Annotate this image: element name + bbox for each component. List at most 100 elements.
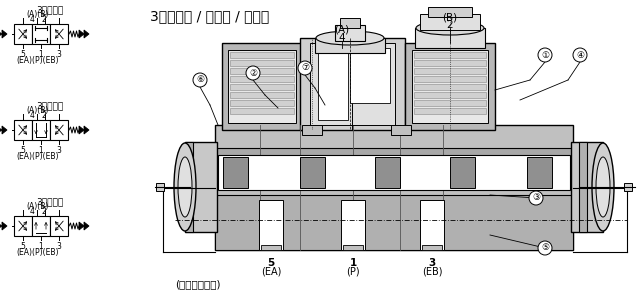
Bar — [300, 38, 405, 130]
Ellipse shape — [596, 157, 610, 217]
Text: 4: 4 — [339, 33, 346, 43]
Text: 5: 5 — [20, 146, 26, 155]
Bar — [32, 216, 50, 236]
Polygon shape — [0, 126, 2, 134]
Bar — [50, 120, 68, 140]
Bar — [341, 200, 365, 250]
Bar — [527, 157, 552, 188]
Text: 2: 2 — [42, 16, 46, 25]
Text: 3位中压式: 3位中压式 — [36, 197, 63, 206]
Bar — [228, 50, 296, 123]
Bar — [50, 24, 68, 44]
Text: 3: 3 — [56, 50, 61, 59]
Ellipse shape — [174, 143, 196, 231]
Bar — [215, 195, 573, 250]
Polygon shape — [79, 126, 84, 134]
Bar — [230, 84, 294, 90]
Polygon shape — [0, 222, 2, 230]
Bar — [14, 216, 32, 236]
Circle shape — [573, 48, 587, 62]
Bar — [156, 183, 164, 191]
Ellipse shape — [178, 157, 192, 217]
Bar — [315, 38, 385, 53]
Text: 3: 3 — [428, 258, 436, 268]
Bar — [415, 28, 485, 48]
Bar — [414, 100, 486, 106]
Ellipse shape — [416, 21, 484, 35]
Text: 2: 2 — [447, 20, 453, 30]
Bar — [343, 245, 363, 250]
Bar — [391, 125, 411, 135]
Bar — [32, 24, 50, 44]
Polygon shape — [84, 222, 89, 230]
Text: 3位中封式 / 中泄式 / 中压式: 3位中封式 / 中泄式 / 中压式 — [150, 9, 269, 23]
Bar — [230, 52, 294, 58]
Bar — [14, 24, 32, 44]
Text: ①: ① — [541, 51, 549, 60]
Polygon shape — [84, 126, 89, 134]
Bar — [50, 216, 68, 236]
Text: 4: 4 — [29, 208, 35, 216]
Bar — [414, 68, 486, 74]
Text: (A)(B): (A)(B) — [27, 106, 49, 115]
Bar — [414, 76, 486, 82]
Bar — [624, 183, 632, 191]
Circle shape — [538, 48, 552, 62]
Bar — [579, 142, 587, 232]
Bar — [414, 52, 486, 58]
Bar — [420, 200, 444, 250]
Polygon shape — [84, 30, 89, 38]
Ellipse shape — [316, 31, 384, 45]
Bar — [223, 157, 248, 188]
Polygon shape — [2, 30, 7, 38]
Bar — [230, 92, 294, 98]
Bar — [302, 125, 322, 135]
Bar — [259, 200, 283, 250]
Bar — [340, 18, 360, 28]
Bar — [230, 100, 294, 106]
Text: (A)(B): (A)(B) — [27, 10, 49, 19]
Circle shape — [246, 66, 260, 80]
Text: (A): (A) — [335, 25, 349, 35]
Bar — [420, 14, 480, 30]
Polygon shape — [0, 30, 2, 38]
Polygon shape — [79, 30, 84, 38]
Text: 1: 1 — [38, 146, 44, 155]
Text: 5: 5 — [20, 50, 26, 59]
Bar — [14, 120, 32, 140]
Text: ③: ③ — [532, 193, 540, 202]
Bar — [422, 245, 442, 250]
Text: ⑤: ⑤ — [541, 243, 549, 252]
Circle shape — [193, 73, 207, 87]
Bar — [335, 25, 365, 41]
Text: (EB): (EB) — [422, 267, 442, 277]
Text: ②: ② — [249, 68, 257, 77]
Bar — [261, 245, 281, 250]
Bar — [185, 142, 193, 232]
Text: 3: 3 — [56, 146, 61, 155]
Polygon shape — [2, 126, 7, 134]
Text: (EA)(P)(EB): (EA)(P)(EB) — [17, 56, 60, 65]
Bar — [414, 92, 486, 98]
Bar — [230, 108, 294, 114]
Bar — [428, 7, 472, 17]
Text: 3位中泄式: 3位中泄式 — [36, 101, 63, 110]
Bar — [215, 148, 573, 178]
Bar — [414, 60, 486, 66]
Bar — [571, 142, 603, 232]
Text: ⑥: ⑥ — [196, 76, 204, 85]
Text: 5: 5 — [268, 258, 275, 268]
Text: (A)(B): (A)(B) — [27, 202, 49, 211]
Text: (P): (P) — [346, 267, 360, 277]
Text: (EA)(P)(EB): (EA)(P)(EB) — [17, 152, 60, 161]
Bar — [185, 142, 217, 232]
Text: (本图为中封式): (本图为中封式) — [175, 279, 221, 289]
Text: ⑦: ⑦ — [301, 63, 309, 72]
Text: (B): (B) — [442, 12, 458, 22]
Bar — [230, 68, 294, 74]
Bar — [222, 43, 302, 130]
Bar — [218, 155, 570, 190]
Bar — [32, 120, 50, 140]
Text: 1: 1 — [38, 242, 44, 251]
Text: 4: 4 — [29, 16, 35, 25]
